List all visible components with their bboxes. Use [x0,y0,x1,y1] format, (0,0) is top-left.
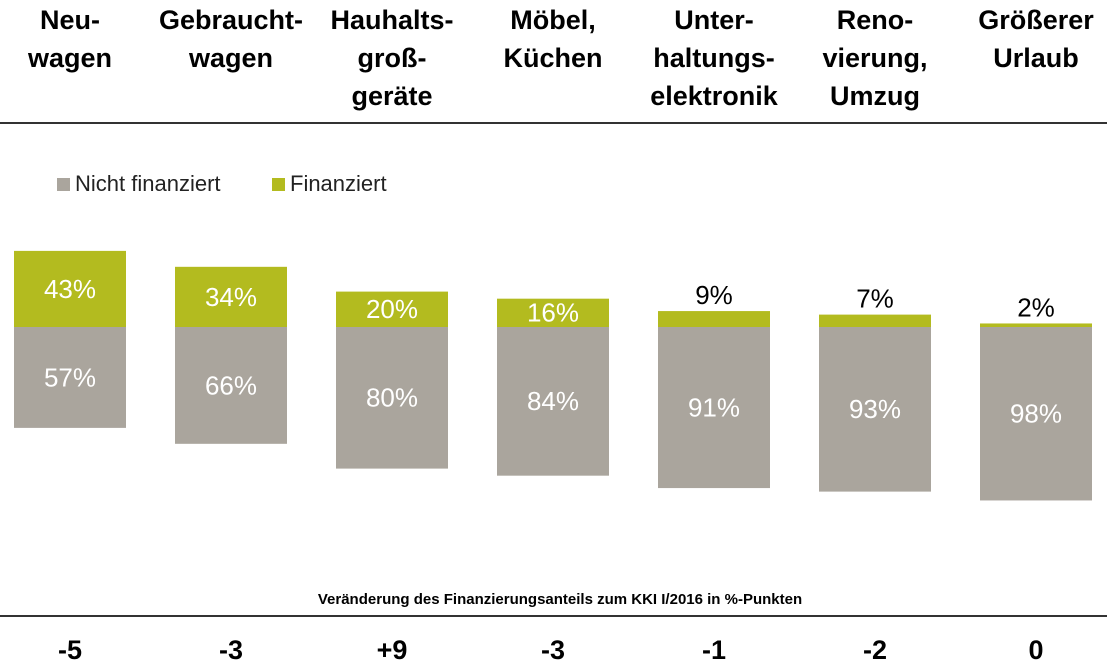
category-label: Möbel, Küchen [503,5,602,73]
change-value: -3 [541,635,565,665]
bar-segment [658,311,770,327]
change-value: -5 [58,635,82,665]
change-value: -2 [863,635,887,665]
bar-segment [175,266,287,327]
bar-segment [980,323,1092,327]
legend-label: Finanziert [290,171,387,196]
bar-segment [980,327,1092,501]
data-label: 7% [856,283,894,313]
bar-segment [14,327,126,428]
category-label: Größerer Urlaub [978,5,1094,73]
category-label: Neu-wagen [27,5,112,73]
category-label: Gebraucht-wagen [159,5,303,73]
data-label: 57% [44,362,96,392]
data-label: 66% [205,370,257,400]
category-label: Hauhalts-groß-geräte [330,5,453,111]
bar-segment [819,327,931,492]
data-label: 16% [527,298,579,328]
data-label: 93% [849,394,901,424]
data-label: 34% [205,282,257,312]
data-label: 84% [527,386,579,416]
bar-segment [658,327,770,489]
change-value: +9 [377,635,408,665]
bar-segment [175,327,287,444]
data-label: 2% [1017,292,1055,322]
note: Veränderung des Finanzierungsanteils zum… [318,591,802,608]
bar-segment [497,298,609,327]
change-value: 0 [1028,635,1043,665]
data-label: 91% [688,392,740,422]
bar-segment [819,314,931,327]
data-label: 43% [44,274,96,304]
category-label: Unter-haltungs-elektronik [650,5,779,111]
data-label: 98% [1010,399,1062,429]
data-label: 9% [695,280,733,310]
bar-segment [497,327,609,476]
change-value: -3 [219,635,243,665]
bar-segment [336,327,448,469]
legend-swatch [272,178,285,191]
change-value: -1 [702,635,726,665]
data-label: 20% [366,294,418,324]
bar-segment [336,291,448,327]
data-label: 80% [366,383,418,413]
category-label: Reno-vierung, Umzug [822,5,927,111]
bar-segment [14,250,126,327]
legend-label: Nicht finanziert [75,171,221,196]
legend-swatch [57,178,70,191]
